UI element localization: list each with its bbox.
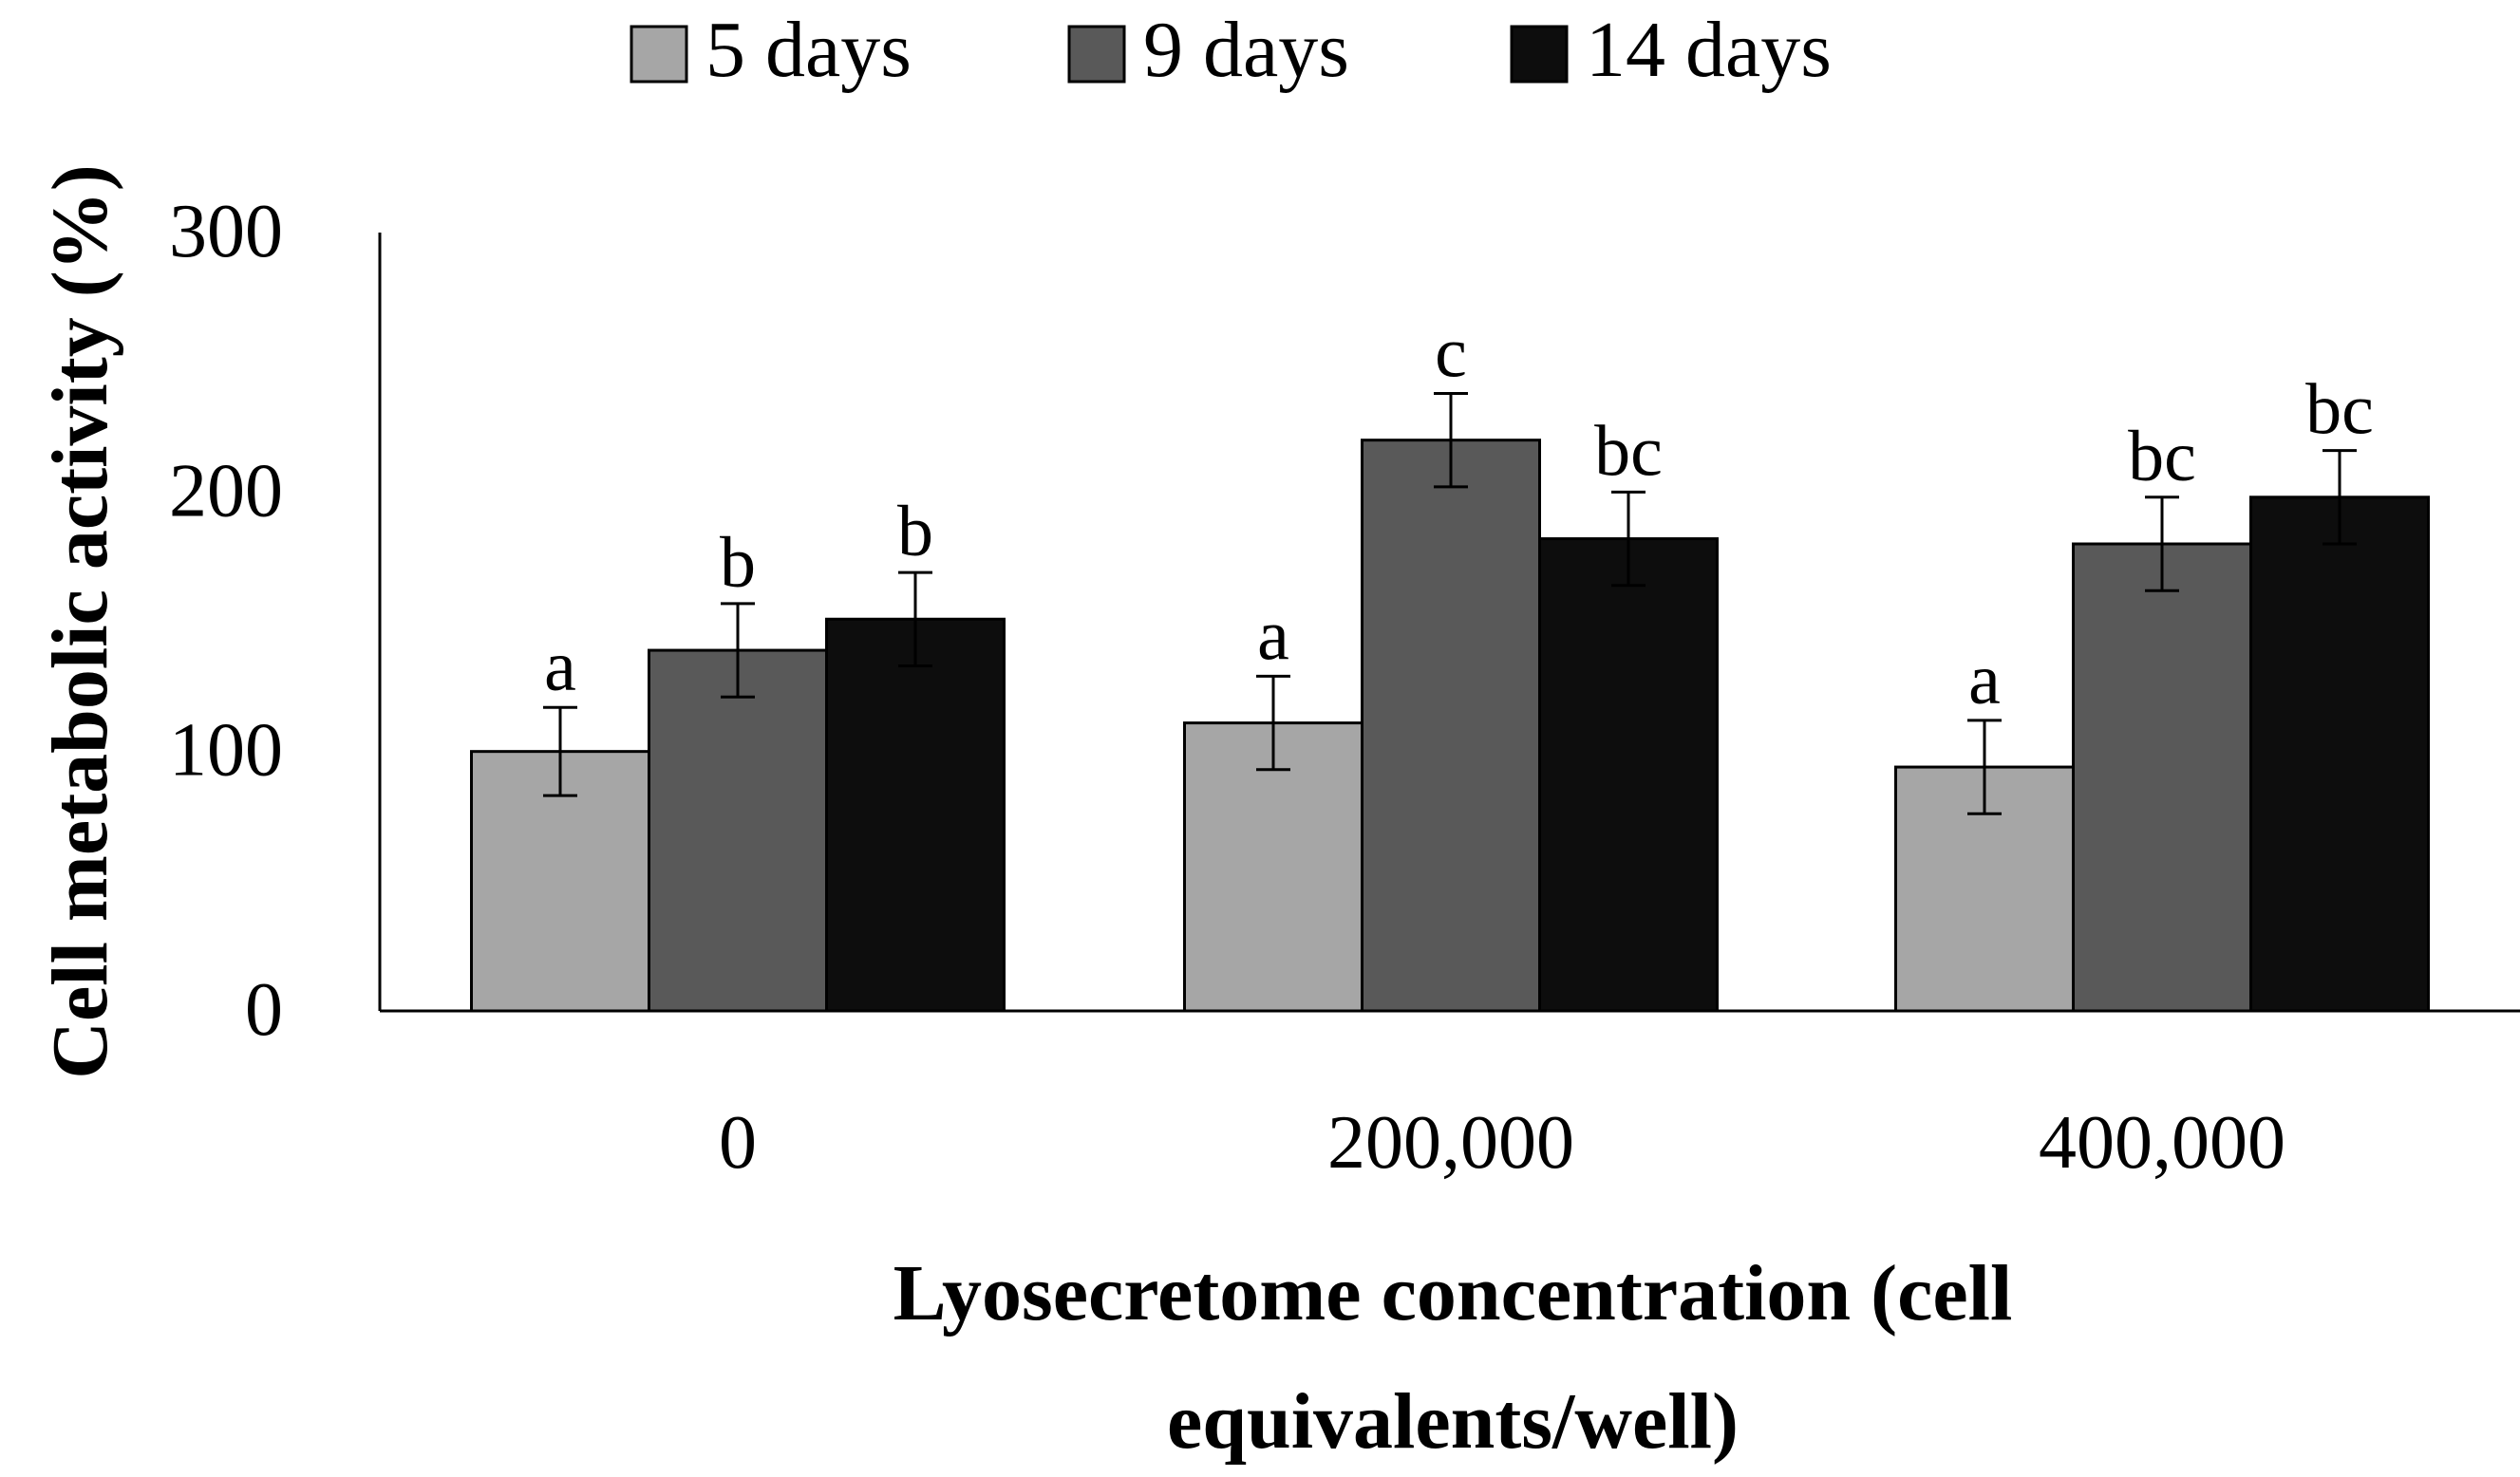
significance-label: a bbox=[544, 626, 576, 706]
bar bbox=[2072, 542, 2252, 1013]
legend: 5 days 9 days 14 days bbox=[630, 6, 1832, 94]
legend-swatch bbox=[1067, 25, 1126, 84]
significance-label: b bbox=[720, 523, 756, 603]
y-tick-label: 200 bbox=[169, 449, 283, 533]
significance-label: a bbox=[1968, 640, 2001, 720]
significance-label: b bbox=[897, 492, 933, 571]
y-tick-labels: 0 100 200 300 bbox=[169, 190, 283, 1052]
x-tick-label: 400,000 bbox=[2039, 1101, 2285, 1185]
x-tick-labels: 0 200,000 400,000 bbox=[719, 1101, 2285, 1185]
legend-swatch bbox=[1510, 25, 1569, 84]
y-tick-label: 300 bbox=[169, 190, 283, 273]
significance-label: bc bbox=[2305, 370, 2374, 450]
y-tick-label: 0 bbox=[245, 968, 283, 1052]
y-tick-label: 100 bbox=[169, 709, 283, 793]
legend-label: 14 days bbox=[1586, 6, 1832, 94]
significance-label: a bbox=[1257, 595, 1289, 675]
y-axis-title: Cell metabolic activity (%) bbox=[36, 164, 124, 1078]
x-tick-label: 0 bbox=[719, 1101, 757, 1185]
x-axis-title-line-1: Lyosecretome concentration (cell bbox=[893, 1249, 2013, 1337]
bars: a b b a c bc a bc bc bbox=[470, 312, 2430, 1013]
bar bbox=[2249, 495, 2430, 1013]
significance-label: bc bbox=[2128, 417, 2196, 496]
x-axis-title-line-2: equivalents/well) bbox=[1167, 1377, 1739, 1466]
bar bbox=[1361, 439, 1541, 1013]
bar bbox=[1538, 537, 1719, 1013]
significance-label: bc bbox=[1594, 411, 1663, 491]
significance-label: c bbox=[1435, 312, 1467, 392]
legend-label: 5 days bbox=[705, 6, 912, 94]
x-tick-label: 200,000 bbox=[1327, 1101, 1574, 1185]
legend-label: 9 days bbox=[1143, 6, 1349, 94]
legend-swatch bbox=[630, 25, 688, 84]
bar bbox=[825, 617, 1006, 1013]
bar bbox=[648, 648, 828, 1013]
